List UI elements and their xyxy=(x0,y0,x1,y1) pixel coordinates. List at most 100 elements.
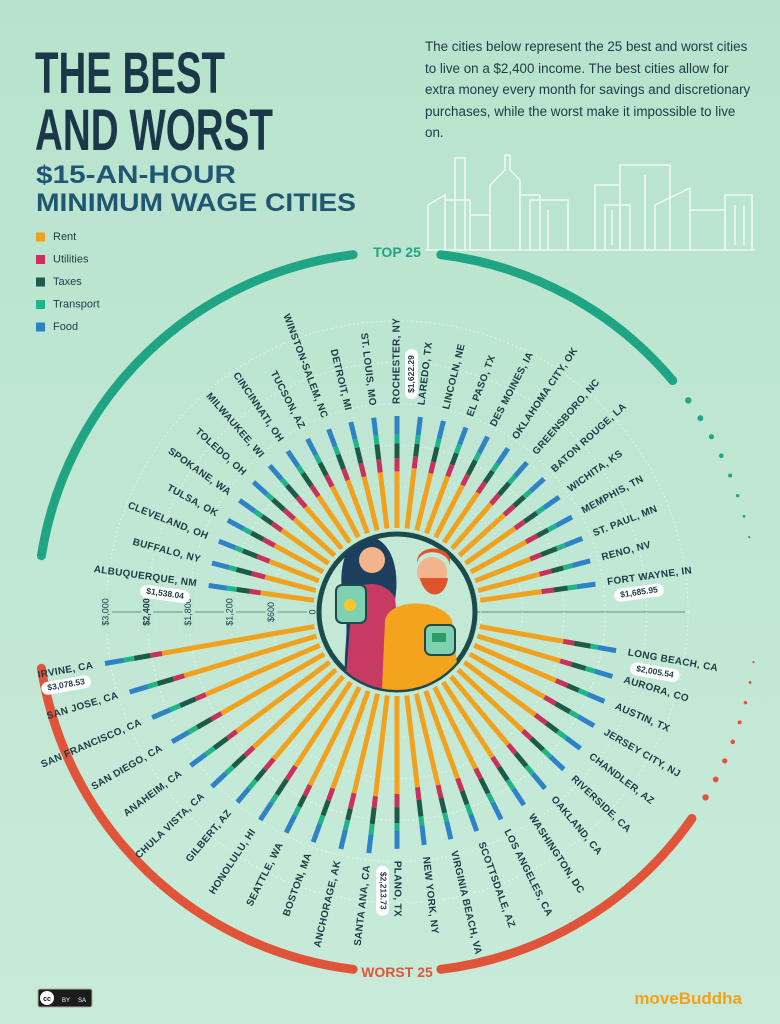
bar-segment xyxy=(128,684,149,695)
bar-segment xyxy=(285,449,301,468)
bar-segment xyxy=(415,787,422,800)
bar-segment xyxy=(556,729,568,740)
legend-label: Food xyxy=(53,321,78,333)
bar-segment xyxy=(228,565,238,572)
arc-dot xyxy=(722,758,728,764)
bar-segment xyxy=(562,638,575,646)
title-line: THE BEST xyxy=(35,41,225,106)
bar-segment xyxy=(376,459,383,473)
tick-label-bg xyxy=(99,590,112,634)
bar-segment xyxy=(512,460,529,479)
bar-segment xyxy=(226,517,245,531)
bar-segment xyxy=(435,784,444,799)
bar-segment xyxy=(260,514,274,526)
arc-dot xyxy=(737,720,742,725)
bar-segment xyxy=(562,563,573,571)
bar-segment xyxy=(361,476,380,531)
bar-segment xyxy=(212,736,229,751)
bar-segment xyxy=(238,498,256,513)
legend-label: Transport xyxy=(53,298,100,310)
bar-segment xyxy=(223,764,235,776)
bar-segment xyxy=(265,492,275,502)
bar-segment xyxy=(270,521,284,533)
bar-segment xyxy=(567,584,578,591)
bar-segment xyxy=(468,813,480,832)
bar-segment xyxy=(529,552,543,562)
bar-segment xyxy=(210,711,223,722)
bar-segment xyxy=(577,714,596,728)
bar-segment xyxy=(464,803,473,816)
bar-segment xyxy=(536,527,550,539)
bar-segment xyxy=(317,814,326,825)
bar-segment xyxy=(476,633,561,664)
bar-segment xyxy=(528,476,546,493)
bar-segment xyxy=(204,642,321,697)
tick-label: $1,800 xyxy=(183,598,193,626)
bar-segment xyxy=(473,642,557,683)
bar-segment xyxy=(530,772,547,791)
legend-swatch xyxy=(36,300,45,309)
total-pill xyxy=(405,349,418,400)
bar-segment xyxy=(502,504,516,517)
bar-segment xyxy=(445,463,455,478)
bar-segment xyxy=(573,640,591,649)
bar-segment xyxy=(455,777,465,793)
arc-dot xyxy=(697,415,704,422)
total-pill xyxy=(41,675,91,695)
bar-segment xyxy=(316,494,352,544)
subtitle-line: MINIMUM WAGE CITIES xyxy=(36,189,356,217)
bar-segment xyxy=(468,651,546,700)
bar-segment xyxy=(477,571,541,593)
bar-segment xyxy=(469,539,528,575)
bar-segment xyxy=(563,536,584,548)
bar-segment xyxy=(195,716,213,730)
legend-swatch xyxy=(36,322,45,332)
license-text: BY xyxy=(62,998,70,1004)
bar-segment xyxy=(542,495,561,510)
bar-segment xyxy=(404,695,420,788)
bar-segment xyxy=(330,690,371,790)
grid: 0 $600 $1,200 $1,800 $2,400 $3,000 xyxy=(99,320,689,904)
bar-segment xyxy=(326,428,338,448)
bar-segment xyxy=(302,784,313,797)
tick-label-bg xyxy=(265,590,278,634)
bar-segment xyxy=(433,484,465,539)
bar-segment xyxy=(133,653,151,661)
bar-segment xyxy=(366,833,374,854)
bar-segment xyxy=(538,568,552,577)
bar-segment xyxy=(476,435,490,455)
bar-segment xyxy=(374,443,382,461)
bar-segment xyxy=(305,437,319,457)
bar-segment xyxy=(540,546,558,557)
bar-segment xyxy=(170,730,190,745)
bar-segment xyxy=(418,816,425,826)
bar-segment xyxy=(354,446,364,464)
total-pill xyxy=(630,662,680,682)
bar-segment xyxy=(473,451,482,462)
bars xyxy=(104,416,617,854)
bar-segment xyxy=(475,481,487,495)
bar-segment xyxy=(373,435,380,445)
bar-segment xyxy=(415,416,423,436)
bar-segment xyxy=(309,484,321,498)
bar-segment xyxy=(554,701,572,714)
bar-segment xyxy=(369,807,377,825)
bar-segment xyxy=(450,502,493,551)
legend-swatch xyxy=(36,255,45,264)
tick-label: $600 xyxy=(266,602,276,622)
bar-segment xyxy=(151,707,172,720)
bar-segment xyxy=(442,491,480,544)
bar-segment xyxy=(485,792,495,804)
bar-segment xyxy=(267,463,284,481)
legend-label: Utilities xyxy=(53,253,89,265)
arc-dot xyxy=(708,434,715,440)
bar-segment xyxy=(438,797,448,814)
bar-segment xyxy=(541,748,552,759)
total-label: $1,622.29 xyxy=(406,355,416,393)
bar-segment xyxy=(413,693,441,786)
cc-mark: cc xyxy=(43,996,51,1003)
bar-segment xyxy=(284,483,300,499)
bar-segment xyxy=(351,693,381,794)
bar-segment xyxy=(372,695,390,797)
